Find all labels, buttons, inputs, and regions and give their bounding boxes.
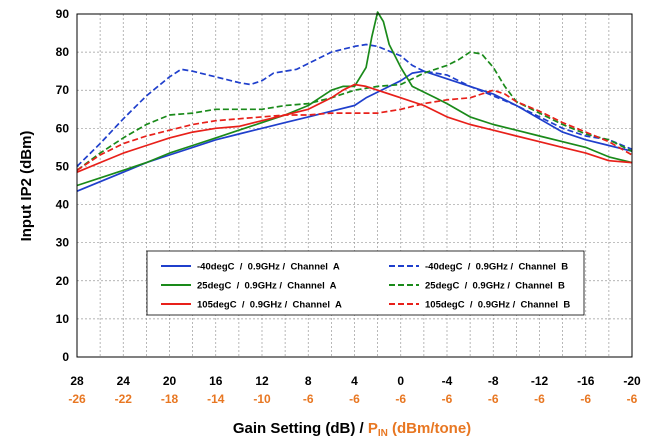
- pin-tick-label: -6: [488, 392, 499, 406]
- y-tick-label: 10: [56, 312, 70, 326]
- legend: -40degC / 0.9GHz / Channel A -40degC / 0.…: [147, 251, 584, 315]
- x-axis-label: Gain Setting (dB) / PIN (dBm/tone): [233, 420, 471, 439]
- y-tick-label: 80: [56, 45, 70, 59]
- pin-tick-label: -14: [207, 392, 225, 406]
- legend-label: 25degC / 0.9GHz / Channel A: [197, 281, 337, 292]
- pin-tick-label: -26: [68, 392, 86, 406]
- x-tick-label: -16: [577, 374, 595, 388]
- pin-tick-label: -6: [534, 392, 545, 406]
- pin-tick-label: -6: [627, 392, 638, 406]
- legend-label: -40degC / 0.9GHz / Channel B: [425, 262, 568, 273]
- y-tick-label: 0: [62, 350, 69, 364]
- y-tick-label: 20: [56, 274, 70, 288]
- legend-label: 105degC / 0.9GHz / Channel A: [197, 300, 342, 311]
- y-tick-label: 60: [56, 121, 70, 135]
- pin-tick-label: -6: [349, 392, 360, 406]
- x-axis-label-pin-units: (dBm/tone): [388, 420, 471, 437]
- x-tick-label: 8: [305, 374, 312, 388]
- y-axis-label: Input IP2 (dBm): [18, 131, 35, 242]
- y-tick-label: 50: [56, 159, 70, 173]
- x-tick-label: 28: [70, 374, 84, 388]
- legend-label: 25degC / 0.9GHz / Channel B: [425, 281, 565, 292]
- x-tick-label: 12: [255, 374, 269, 388]
- pin-tick-label: -22: [115, 392, 133, 406]
- pin-tick-label: -18: [161, 392, 179, 406]
- pin-tick-label: -6: [442, 392, 453, 406]
- x-tick-label: 0: [397, 374, 404, 388]
- x-tick-label: 16: [209, 374, 223, 388]
- pin-tick-label: -6: [580, 392, 591, 406]
- x-tick-label: 24: [117, 374, 131, 388]
- y-tick-label: 90: [56, 7, 70, 21]
- pin-tick-label: -10: [253, 392, 271, 406]
- y-tick-label: 40: [56, 198, 70, 212]
- pin-tick-label: -6: [395, 392, 406, 406]
- x-tick-label: -20: [623, 374, 641, 388]
- x-tick-label: -12: [531, 374, 549, 388]
- x-tick-label: 4: [351, 374, 358, 388]
- pin-tick-label: -6: [303, 392, 314, 406]
- x-tick-label: -4: [442, 374, 453, 388]
- x-axis-label-main: Gain Setting (dB) /: [233, 420, 368, 437]
- x-axis-label-pin: P: [368, 420, 378, 437]
- x-tick-label: 20: [163, 374, 177, 388]
- legend-label: 105degC / 0.9GHz / Channel B: [425, 300, 570, 311]
- legend-label: -40degC / 0.9GHz / Channel A: [197, 262, 340, 273]
- x-axis-label-pin-subscript: IN: [378, 428, 388, 439]
- y-tick-label: 30: [56, 236, 70, 250]
- x-tick-label: -8: [488, 374, 499, 388]
- y-tick-label: 70: [56, 83, 70, 97]
